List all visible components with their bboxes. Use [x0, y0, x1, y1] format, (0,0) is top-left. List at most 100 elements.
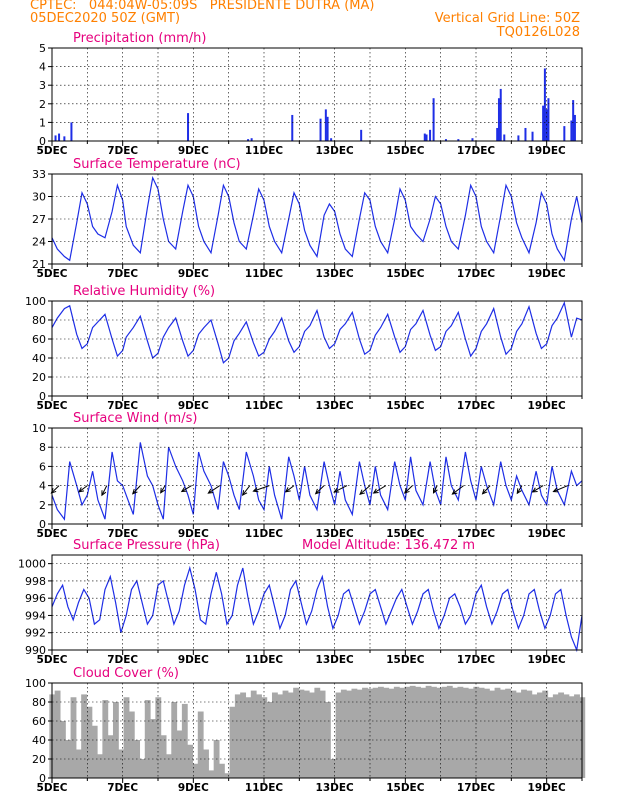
wind-arrowhead: [131, 488, 138, 495]
x-tick-label: 7DEC: [107, 145, 138, 157]
x-tick-label: 11DEC: [245, 268, 284, 280]
wind-arrow: [404, 485, 413, 494]
precip-bar: [291, 114, 294, 141]
cloud-bar: [70, 697, 77, 778]
cloud-bar: [245, 697, 252, 778]
y-tick-label: 8: [39, 441, 46, 454]
x-tick-label: 17DEC: [457, 782, 496, 794]
model-altitude-note: Model Altitude: 136.472 m: [302, 538, 475, 553]
x-tick-label: 15DEC: [386, 528, 425, 540]
cloud-bar: [515, 692, 522, 778]
wind-arrowhead: [50, 488, 57, 494]
x-tick-label: 5DEC: [37, 400, 68, 412]
y-tick-label: 40: [32, 352, 46, 365]
x-tick-label: 9DEC: [178, 400, 209, 412]
rh-series-line: [51, 300, 583, 364]
cloud-bar: [319, 690, 326, 778]
precip-bar: [547, 98, 550, 141]
cloud-bar: [208, 770, 215, 778]
x-tick-label: 5DEC: [37, 528, 68, 540]
pressure-frame: [51, 554, 583, 651]
precip-bar: [187, 113, 190, 141]
cloud-bar: [224, 773, 231, 778]
y-tick-label: 10: [32, 422, 46, 435]
x-tick-label: 5DEC: [37, 145, 68, 157]
precip-bar: [563, 126, 566, 141]
precip-bar: [531, 131, 534, 141]
cloud-bar: [139, 759, 146, 778]
y-tick-label: 40: [32, 734, 46, 747]
temp-panel: 21 24 27 30 33 5DEC 7DEC 9DEC 11DEC 13DEC 15DEC 17D…: [32, 157, 583, 280]
cloud-bar: [462, 687, 469, 778]
cloud-bar: [478, 687, 485, 778]
header-datetime: 05DEC2020 50Z (GMT): [30, 11, 181, 26]
x-tick-label: 7DEC: [107, 528, 138, 540]
wind-frame: [51, 427, 583, 525]
header-grid-note: Vertical Grid Line: 50Z: [434, 11, 580, 26]
cloud-bar: [324, 702, 331, 778]
cloud-bar: [187, 744, 194, 778]
cloud-bar: [536, 692, 543, 778]
cloud-bar: [420, 687, 427, 778]
cloud-bar: [489, 690, 496, 778]
y-tick-label: 1000: [18, 558, 46, 571]
cloud-bar: [197, 711, 204, 778]
precip-bar: [572, 100, 575, 141]
x-tick-label: 15DEC: [386, 654, 425, 666]
cloud-bar: [314, 687, 321, 778]
precip-bar: [517, 135, 520, 141]
x-tick-label: 7DEC: [107, 654, 138, 666]
cloud-bar: [574, 694, 580, 778]
cloud-bar: [499, 689, 506, 778]
cloud-bar: [425, 685, 432, 778]
x-tick-label: 11DEC: [245, 782, 284, 794]
wind-arrowhead: [451, 489, 458, 495]
y-tick-label: 998: [25, 575, 46, 588]
y-tick-label: 992: [25, 627, 46, 640]
cloud-bar: [91, 725, 98, 778]
cloud-bar: [521, 689, 527, 778]
y-tick-label: 0: [39, 135, 46, 148]
cloud-bar: [388, 688, 395, 778]
cloud-bar: [171, 702, 178, 778]
x-tick-label: 11DEC: [245, 145, 284, 157]
x-tick-label: 19DEC: [528, 268, 567, 280]
cloud-bar: [505, 688, 512, 778]
x-tick-label: 13DEC: [316, 654, 355, 666]
precip-bar: [54, 135, 57, 141]
x-tick-label: 7DEC: [107, 268, 138, 280]
precip-bar: [425, 134, 428, 141]
cloud-bar: [452, 687, 459, 778]
wind-arrow: [242, 485, 251, 496]
x-tick-label: 17DEC: [457, 528, 496, 540]
cloud-title: Cloud Cover (%): [73, 666, 179, 681]
precip-bar: [503, 134, 506, 141]
cloud-bar: [335, 692, 342, 778]
y-tick-label: 0: [39, 390, 46, 403]
x-tick-label: 9DEC: [178, 782, 209, 794]
cloud-bar: [155, 697, 162, 778]
wind-arrow: [253, 485, 270, 492]
wind-arrow: [315, 485, 325, 495]
x-tick-label: 13DEC: [316, 145, 355, 157]
precip-bar: [423, 133, 426, 141]
cloud-bar: [97, 754, 103, 778]
wind-arrowhead: [101, 490, 107, 497]
cloud-bar: [107, 735, 114, 778]
cloud-bar: [234, 694, 241, 778]
cloud-bar: [144, 700, 151, 778]
cloud-bar: [547, 697, 554, 778]
header-model-id: TQ0126L028: [496, 25, 580, 40]
x-tick-label: 17DEC: [457, 268, 496, 280]
cloud-panel: 0 20 40 60 80 100 5DEC 7DEC 9DEC 11DEC 13DEC 15DEC 1…: [25, 666, 586, 794]
y-tick-label: 80: [32, 696, 46, 709]
cloud-bar: [309, 692, 315, 778]
precip-bar: [324, 109, 327, 141]
x-tick-label: 17DEC: [457, 654, 496, 666]
wind-arrow: [553, 485, 569, 493]
header-station: CPTEC: 044:04W-05:09S PRESIDENTE DUTRA (…: [30, 0, 375, 13]
cloud-bar: [473, 686, 480, 778]
temp-series-line: [51, 175, 583, 262]
y-tick-label: 4: [39, 61, 46, 74]
x-tick-label: 11DEC: [245, 528, 284, 540]
